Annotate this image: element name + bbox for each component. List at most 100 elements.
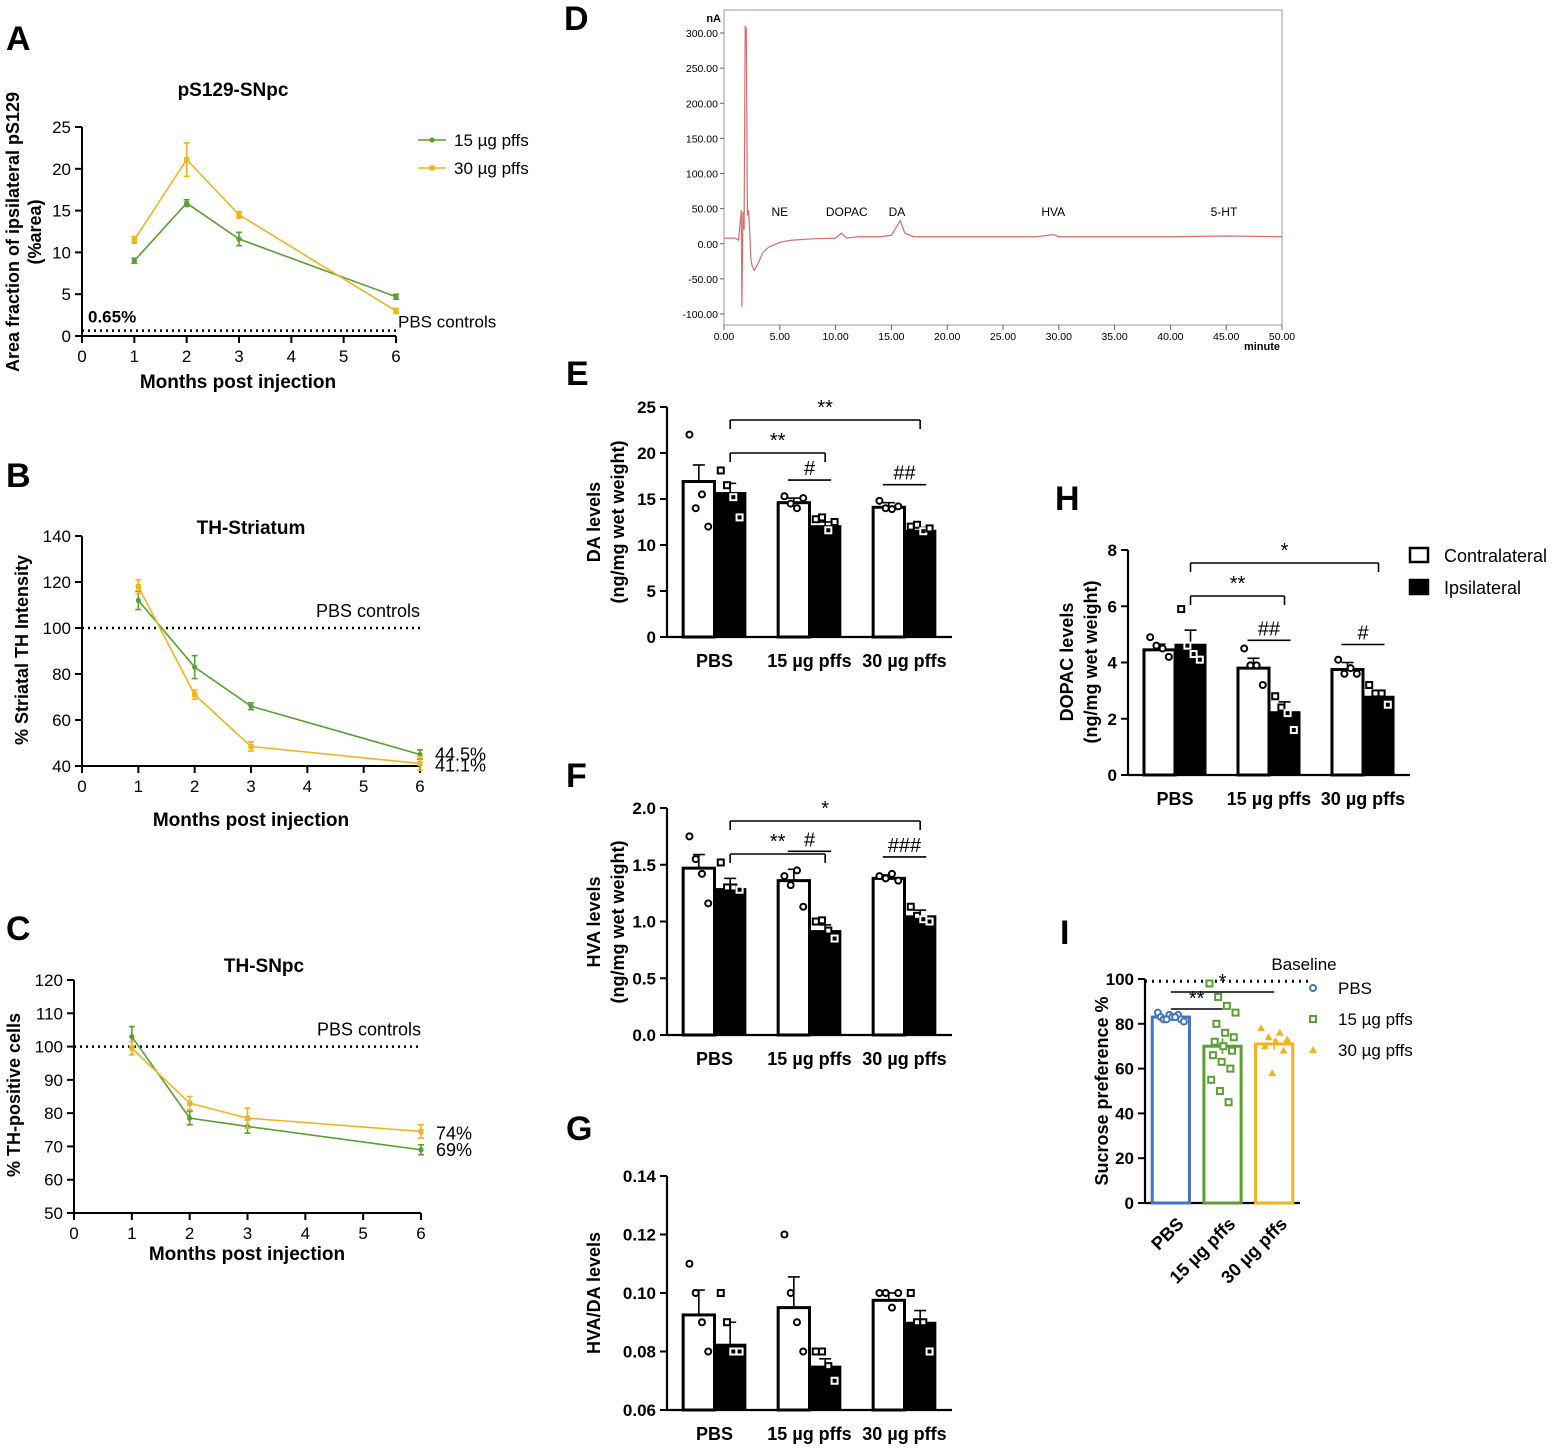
- y-tick-label: 200.00: [686, 98, 718, 110]
- data-point: [925, 524, 934, 533]
- data-point: [1171, 1013, 1180, 1022]
- bar-contralateral: [871, 505, 907, 639]
- y-tick-label: 50: [44, 1204, 63, 1223]
- data-point: [1283, 709, 1292, 718]
- y-tick-label: 80: [44, 1104, 63, 1123]
- chart-title: pS129-SNpc: [178, 80, 289, 101]
- data-point: [786, 1289, 795, 1297]
- data-point: [1210, 1037, 1219, 1046]
- data-point: [894, 1289, 903, 1297]
- data-point: [716, 466, 725, 475]
- significance-label: ###: [888, 835, 922, 857]
- x-axis-label: minute: [1244, 341, 1280, 353]
- x-tick-label: 6: [416, 1224, 425, 1243]
- panel-letter: G: [566, 1110, 592, 1148]
- data-point: [1208, 1051, 1217, 1060]
- data-point: [131, 237, 137, 243]
- x-tick-label: 2: [185, 1224, 194, 1243]
- legend-label: Ipsilateral: [1444, 578, 1521, 598]
- data-point: [925, 1347, 934, 1356]
- bar-contralateral: [681, 866, 717, 1037]
- y-tick-label: 5: [647, 582, 656, 601]
- data-point: [875, 872, 884, 881]
- y-axis-label: (ng/mg wet weight): [608, 441, 628, 604]
- legend-swatch-contralateral: [1408, 546, 1430, 564]
- data-point: [1252, 661, 1261, 670]
- y-tick-label: 100: [1106, 970, 1134, 989]
- data-point: [1260, 1042, 1269, 1050]
- x-axis-label: Months post injection: [140, 372, 336, 393]
- x-tick-label: 5: [358, 1224, 367, 1243]
- y-tick-label: 0.5: [632, 969, 656, 988]
- y-tick-label: 60: [1115, 1060, 1134, 1079]
- data-point: [919, 1318, 928, 1327]
- data-point: [824, 926, 833, 935]
- x-tick-label: 0.00: [714, 331, 735, 343]
- legend-swatch-ipsilateral: [1408, 578, 1430, 596]
- x-tick-label: 25.00: [990, 331, 1016, 343]
- x-axis-label: Months post injection: [153, 810, 349, 831]
- x-tick-label: 50.00: [1269, 331, 1295, 343]
- y-tick-label: 10: [637, 536, 656, 555]
- x-tick-label: 0: [69, 1224, 78, 1243]
- peak-label: 5-HT: [1211, 205, 1238, 219]
- x-tick-label: 1: [134, 777, 143, 796]
- y-tick-label: 1.5: [632, 856, 656, 875]
- y-axis-label: DA levels: [584, 482, 604, 562]
- data-point: [881, 1289, 890, 1297]
- data-point: [1146, 633, 1155, 642]
- data-point: [906, 902, 915, 911]
- data-point: [729, 493, 738, 502]
- y-tick-label: 2: [1108, 710, 1117, 729]
- series-line-0: [133, 202, 397, 298]
- data-point: [697, 490, 706, 499]
- panel-letter: I: [1060, 914, 1069, 952]
- bar-contralateral: [681, 1313, 717, 1412]
- data-point: [799, 494, 808, 503]
- data-point: [792, 1318, 801, 1327]
- data-point: [184, 157, 190, 163]
- data-point: [1179, 1017, 1188, 1026]
- x-tick-label: 4: [301, 1224, 310, 1243]
- significance-label: *: [1281, 540, 1289, 562]
- data-point: [780, 1230, 789, 1239]
- data-point: [1334, 655, 1343, 664]
- x-tick-label: 35.00: [1101, 331, 1127, 343]
- data-point: [1226, 1064, 1235, 1073]
- legend-label: 15 µg pffs: [1338, 1010, 1413, 1029]
- y-tick-label: 10: [52, 243, 71, 262]
- y-tick-label: 150.00: [686, 133, 718, 145]
- significance-label: **: [1230, 573, 1246, 595]
- data-point: [913, 911, 922, 920]
- panel-G: G 0.06 0.08 0.10 0.12 0.14 HVA/DA levels PBS 15 …: [566, 1110, 952, 1444]
- significance-label: #: [804, 458, 816, 480]
- peak-label: HVA: [1041, 205, 1065, 219]
- data-point: [1309, 1046, 1317, 1053]
- y-tick-label: 20: [1115, 1149, 1134, 1168]
- bar-30ug: [1254, 1042, 1295, 1205]
- reference-label: PBS controls: [317, 1020, 421, 1040]
- data-point: [1217, 1057, 1226, 1066]
- y-tick-label: 0.12: [623, 1226, 656, 1245]
- data-point: [236, 212, 242, 218]
- significance-label: #: [1357, 623, 1369, 645]
- panel-letter: D: [564, 0, 589, 38]
- data-point: [1162, 1015, 1171, 1024]
- y-tick-label: 20: [52, 160, 71, 179]
- data-point: [691, 855, 700, 864]
- chromatogram-trace: [724, 25, 1283, 307]
- panel-letter: E: [566, 355, 589, 393]
- y-tick-label: 15: [52, 202, 71, 221]
- data-point: [881, 504, 890, 513]
- reference-label: Baseline: [1271, 955, 1336, 974]
- significance-label: *: [1219, 971, 1227, 993]
- legend-label: Contralateral: [1444, 546, 1547, 566]
- x-tick-label: 5: [339, 347, 348, 366]
- x-tick-label: 2: [182, 347, 191, 366]
- data-point: [1279, 1046, 1288, 1054]
- end-label: 44.5%: [435, 745, 486, 765]
- x-tick-label: 1: [130, 347, 139, 366]
- data-point: [1289, 726, 1298, 734]
- reference-value-label: 0.65%: [88, 308, 136, 327]
